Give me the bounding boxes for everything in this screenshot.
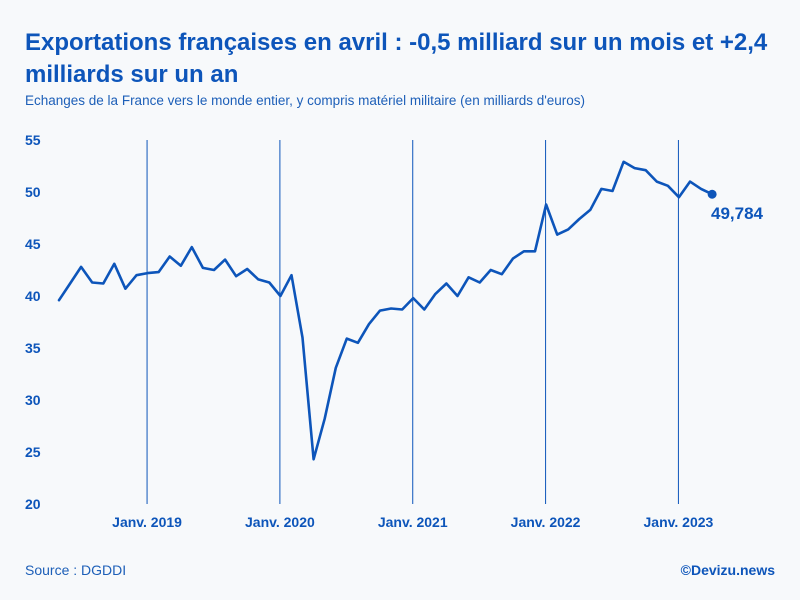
x-tick-label: Janv. 2019 <box>112 514 182 530</box>
period-markers: Janv. 2019 Janv. 2020 Janv. 2021 Janv. 2022… <box>112 140 714 530</box>
y-axis: 55 50 45 40 35 30 25 20 <box>25 132 41 512</box>
y-tick-label: 40 <box>25 288 41 304</box>
y-tick-label: 55 <box>25 132 41 148</box>
last-point-marker <box>707 189 717 199</box>
y-tick-label: 35 <box>25 340 41 356</box>
chart-subtitle: Echanges de la France vers le monde enti… <box>25 93 586 108</box>
series-line <box>57 160 714 461</box>
x-tick-label: Janv. 2023 <box>644 514 714 530</box>
chart-title: Exportations françaises en avril : -0,5 … <box>25 29 768 88</box>
x-tick-label: Janv. 2022 <box>511 514 581 530</box>
y-tick-label: 25 <box>25 444 41 460</box>
y-tick-label: 30 <box>25 392 41 408</box>
plot-area: 49,784 <box>57 160 764 461</box>
last-value-label: 49,784 <box>711 204 764 223</box>
x-tick-label: Janv. 2020 <box>245 514 315 530</box>
y-tick-label: 45 <box>25 236 41 252</box>
x-tick-label: Janv. 2021 <box>378 514 448 530</box>
source-note: Source : DGDDI <box>25 562 127 578</box>
brand-credit: ©Devizu.news <box>680 562 775 578</box>
y-tick-label: 50 <box>25 184 41 200</box>
y-tick-label: 20 <box>25 496 41 512</box>
